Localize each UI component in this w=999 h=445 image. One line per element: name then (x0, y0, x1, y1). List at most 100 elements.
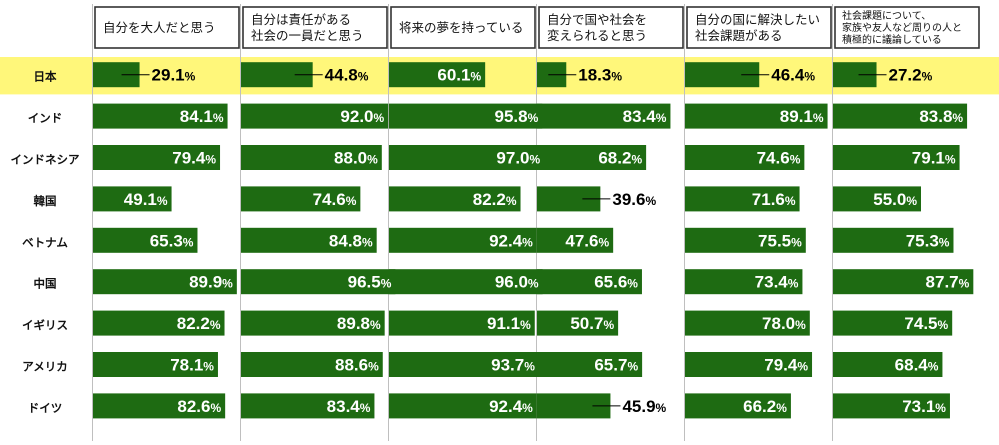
bar (389, 393, 537, 419)
bar (241, 310, 385, 336)
value-label: 83.4% (327, 397, 371, 416)
value-label: 74.5% (904, 314, 948, 333)
bar (833, 269, 974, 295)
panel-header-box (834, 6, 980, 49)
bar (833, 103, 968, 129)
panel-title-line: 自分を大人だと思う (103, 20, 216, 35)
value-label: 18.3% (578, 66, 622, 85)
value-label: 97.0% (496, 149, 540, 168)
bar (241, 352, 383, 377)
bar (93, 352, 218, 377)
value-label: 83.4% (623, 107, 667, 126)
value-label: 82.2% (473, 190, 517, 209)
bar (241, 145, 382, 170)
bar (389, 269, 543, 295)
bar (833, 310, 953, 336)
bar (537, 310, 619, 336)
value-label: 91.1% (487, 314, 531, 333)
value-label: 60.1% (437, 66, 481, 85)
row-label: インドネシア (11, 153, 80, 167)
value-label: 27.2% (889, 66, 933, 85)
bar (685, 310, 810, 336)
value-label: 74.6% (313, 190, 357, 209)
bar (833, 145, 960, 170)
value-label: 88.6% (335, 356, 379, 375)
value-label: 79.4% (764, 356, 808, 375)
bar (93, 145, 221, 170)
bar (833, 186, 921, 212)
panel-title-line: 家族や友人など周りの人と (842, 21, 962, 34)
panel-title-line: 変えられると思う (547, 28, 647, 43)
bar (93, 310, 225, 336)
value-label: 92.4% (489, 231, 533, 250)
bar (241, 103, 389, 129)
value-label: 71.6% (752, 190, 796, 209)
value-label: 87.7% (926, 273, 970, 292)
panel-header: 自分を大人だと思う (94, 6, 240, 49)
bar (93, 269, 237, 295)
value-label: 92.0% (340, 107, 384, 126)
bar (93, 227, 198, 253)
value-label: 55.0% (873, 190, 917, 209)
panel-header-box (538, 6, 684, 49)
value-label: 29.1% (152, 66, 196, 85)
panel-title-line: 積極的に議論している (842, 33, 942, 46)
value-label: 89.1% (780, 107, 824, 126)
panel-header: 将来の夢を持っている (390, 6, 536, 49)
bar (241, 269, 396, 295)
row-label: 中国 (34, 277, 57, 291)
bar (389, 103, 543, 129)
bar (685, 352, 813, 377)
row-label: イギリス (22, 318, 68, 332)
value-label: 82.2% (177, 314, 221, 333)
bar (537, 227, 614, 253)
bar (241, 227, 377, 253)
value-label: 73.4% (755, 273, 799, 292)
row-label: アメリカ (22, 360, 67, 374)
bar (93, 393, 226, 419)
value-label: 68.4% (895, 356, 939, 375)
value-label: 78.0% (762, 314, 806, 333)
value-label: 95.8% (495, 107, 539, 126)
bar (93, 186, 172, 212)
panel-header-box (390, 6, 536, 49)
panel-title-line: 自分で国や社会を (547, 12, 647, 27)
bar (537, 269, 642, 295)
bar (537, 145, 647, 170)
value-label: 65.7% (594, 356, 638, 375)
value-label: 84.1% (180, 107, 224, 126)
bar (833, 393, 950, 419)
value-label: 45.9% (622, 397, 666, 416)
bar (685, 145, 805, 170)
panel-header-box (94, 6, 240, 49)
value-label: 65.3% (150, 231, 194, 250)
bar (241, 393, 375, 419)
panel-header-box (242, 6, 388, 49)
value-label: 75.3% (906, 231, 950, 250)
bar (833, 352, 943, 377)
value-label: 78.1% (170, 356, 214, 375)
value-label: 46.4% (771, 66, 815, 85)
value-label: 39.6% (612, 190, 656, 209)
row-label: 日本 (34, 70, 57, 84)
value-labels: 29.1% 84.1% 79.4% 49.1% 65.3% 89.9% 82.2% 78.1%… (121, 66, 970, 416)
bar (685, 393, 791, 419)
value-label: 68.2% (598, 149, 642, 168)
value-label: 65.6% (594, 273, 638, 292)
value-label: 93.7% (491, 356, 535, 375)
background-layer (0, 4, 999, 441)
panel-headers: 自分を大人だと思う 自分は責任がある社会の一員だと思う将来の夢を持っている自分で国… (94, 6, 980, 49)
value-label: 82.6% (177, 397, 221, 416)
row-label: ベトナム (22, 235, 68, 249)
value-label: 47.6% (565, 231, 609, 250)
value-label: 73.1% (902, 397, 946, 416)
bar (241, 186, 361, 212)
bar (389, 352, 539, 377)
bar (537, 103, 671, 129)
panel-title-line: 社会課題がある (695, 28, 783, 43)
panel-header-box (686, 6, 832, 49)
